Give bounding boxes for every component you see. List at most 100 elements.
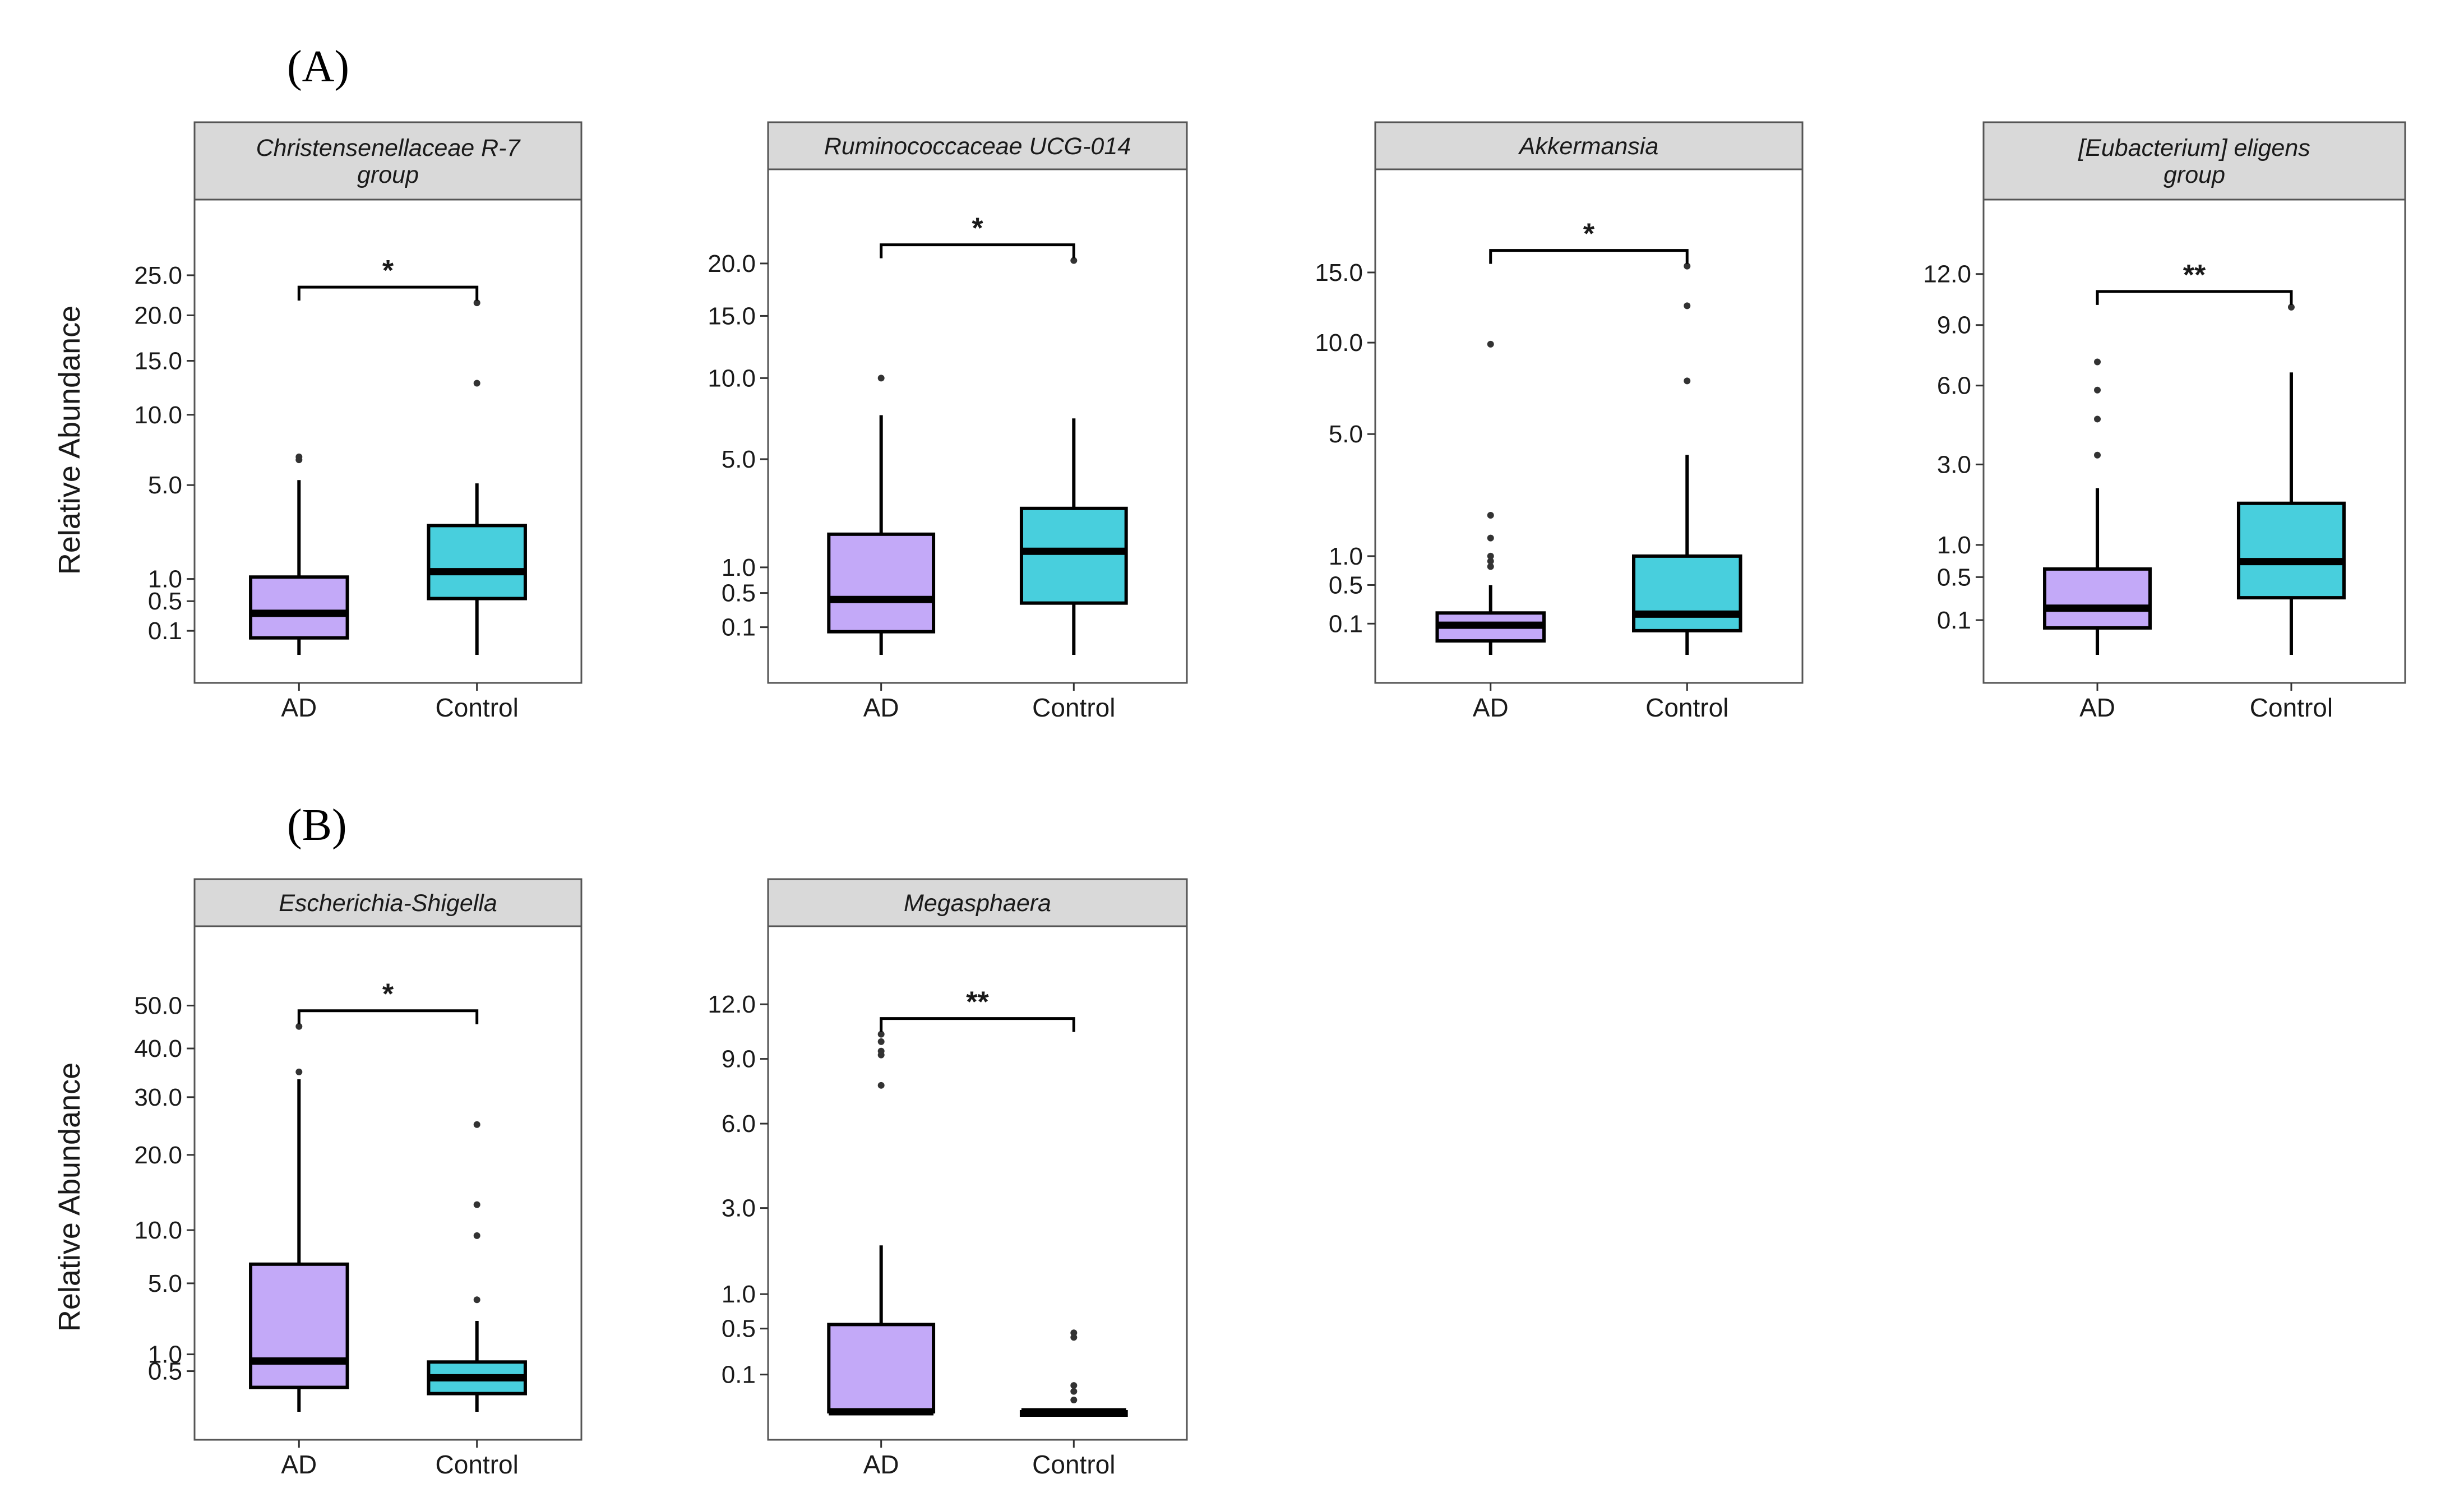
y-tick-label: 3.0 xyxy=(1937,451,1971,478)
chart-4-group: Escherichia-Shigella 50.0 40.0 30.0 20.0 10.0… xyxy=(134,878,583,1479)
significance-label: * xyxy=(382,255,394,287)
significance-label: ** xyxy=(2183,259,2206,292)
y-tick-label: 40.0 xyxy=(134,1035,182,1062)
box-AD xyxy=(249,1262,349,1389)
y-tick-label: 30.0 xyxy=(134,1084,182,1111)
x-tick-label: AD xyxy=(2079,693,2115,722)
facet-title-line: Christensenellaceae R-7 xyxy=(256,135,521,161)
outlier-point xyxy=(1070,1388,1078,1395)
facet-title-line: Akkermansia xyxy=(1518,133,1659,160)
y-tick-label: 10.0 xyxy=(708,364,756,392)
outlier-point xyxy=(877,1031,885,1038)
facet-title-line: group xyxy=(2163,161,2225,188)
y-tick-label: 1.0 xyxy=(1329,543,1363,570)
significance-bracket xyxy=(1489,249,1689,264)
facet-strip xyxy=(193,121,583,201)
y-tick-label: 12.0 xyxy=(708,991,756,1018)
plot-frame xyxy=(1374,168,1804,684)
x-tick-label: Control xyxy=(436,1450,519,1479)
outlier-point xyxy=(2094,415,2101,423)
significance-bracket xyxy=(297,285,479,301)
significance-label: * xyxy=(972,212,983,245)
y-tick-label: 5.0 xyxy=(722,446,756,473)
significance-label: ** xyxy=(966,986,989,1019)
significance-bracket xyxy=(297,1009,479,1024)
significance-bracket xyxy=(2096,290,2293,305)
facet-title-line: group xyxy=(357,161,419,188)
box-AD xyxy=(827,1323,936,1413)
outlier-point xyxy=(1070,1397,1078,1404)
y-tick-label: 1.0 xyxy=(722,1281,756,1308)
outlier-point xyxy=(1487,534,1494,542)
x-tick-label: Control xyxy=(1645,693,1728,722)
y-tick-label: 0.5 xyxy=(722,1315,756,1343)
panel-letter-a: (A) xyxy=(287,42,349,91)
y-tick-label: 1.0 xyxy=(722,554,756,581)
box-AD xyxy=(249,575,349,640)
outlier-point xyxy=(295,453,303,460)
y-tick-label: 20.0 xyxy=(134,302,182,329)
x-tick-label: Control xyxy=(2250,693,2333,722)
chart-1-group: Ruminococcaceae UCG-014 20.0 15.0 10.0 5.0 1.… xyxy=(708,121,1188,722)
y-tick-label: 0.1 xyxy=(1329,610,1363,637)
y-tick-label: 0.1 xyxy=(1937,607,1971,634)
y-tick-label: 15.0 xyxy=(134,348,182,375)
outlier-point xyxy=(473,299,480,307)
x-tick-label: AD xyxy=(863,1450,899,1479)
x-tick-label: Control xyxy=(436,693,519,722)
outlier-point xyxy=(1487,511,1494,519)
outlier-point xyxy=(1070,1382,1078,1389)
y-tick-label: 12.0 xyxy=(1923,261,1971,288)
y-tick-label: 0.1 xyxy=(722,614,756,641)
outlier-point xyxy=(877,375,885,382)
y-tick-label: 1.0 xyxy=(148,566,182,593)
y-tick-label: 15.0 xyxy=(1315,259,1363,287)
y-tick-label: 0.5 xyxy=(148,1358,182,1385)
significance-label: * xyxy=(382,978,394,1011)
y-tick-label: 10.0 xyxy=(134,1217,182,1244)
outlier-point xyxy=(1070,257,1078,264)
box-Control xyxy=(1632,554,1742,632)
outlier-point xyxy=(2094,386,2101,394)
outlier-point xyxy=(2094,451,2101,459)
significance-bracket xyxy=(880,243,1075,258)
y-tick-label: 20.0 xyxy=(134,1142,182,1169)
outlier-point xyxy=(877,1047,885,1055)
y-tick-label: 20.0 xyxy=(708,250,756,278)
y-tick-label: 3.0 xyxy=(722,1195,756,1222)
outlier-point xyxy=(2287,303,2295,311)
y-axis-label-row-a: Relative Abundance xyxy=(53,306,86,575)
outlier-point xyxy=(473,380,480,387)
plot-frame xyxy=(193,925,583,1441)
chart-5-group: Megasphaera 12.0 9.0 6.0 3.0 1.0 0.5 0.1 AD Contr… xyxy=(708,878,1188,1479)
y-tick-label: 6.0 xyxy=(1937,372,1971,400)
x-tick-label: Control xyxy=(1032,693,1115,722)
y-axis-label-row-b: Relative Abundance xyxy=(53,1062,86,1332)
outlier-point xyxy=(473,1201,480,1208)
box-Control xyxy=(427,524,527,600)
x-tick-label: Control xyxy=(1032,1450,1115,1479)
facet-strip xyxy=(193,878,583,927)
y-tick-label: 0.5 xyxy=(1937,563,1971,591)
outlier-point xyxy=(1487,557,1494,565)
y-tick-label: 0.5 xyxy=(148,588,182,615)
box-AD xyxy=(2043,567,2152,630)
y-tick-label: 50.0 xyxy=(134,992,182,1020)
y-tick-label: 9.0 xyxy=(1937,312,1971,339)
significance-bracket xyxy=(880,1017,1075,1032)
x-tick-label: AD xyxy=(1473,693,1509,722)
y-tick-label: 6.0 xyxy=(722,1110,756,1138)
y-tick-label: 1.0 xyxy=(1937,532,1971,559)
facet-strip xyxy=(767,878,1188,927)
chart-2-group: Akkermansia 15.0 10.0 5.0 1.00.5 0.1 AD Control… xyxy=(1315,121,1804,722)
plot-frame xyxy=(767,168,1188,684)
box-Control xyxy=(2236,501,2346,600)
outlier-point xyxy=(295,1023,303,1030)
facet-strip xyxy=(1374,121,1804,170)
outlier-point xyxy=(1487,552,1494,560)
y-tick-label: 1.0 xyxy=(148,1341,182,1369)
box-AD xyxy=(827,532,936,634)
outlier-point xyxy=(877,1082,885,1089)
